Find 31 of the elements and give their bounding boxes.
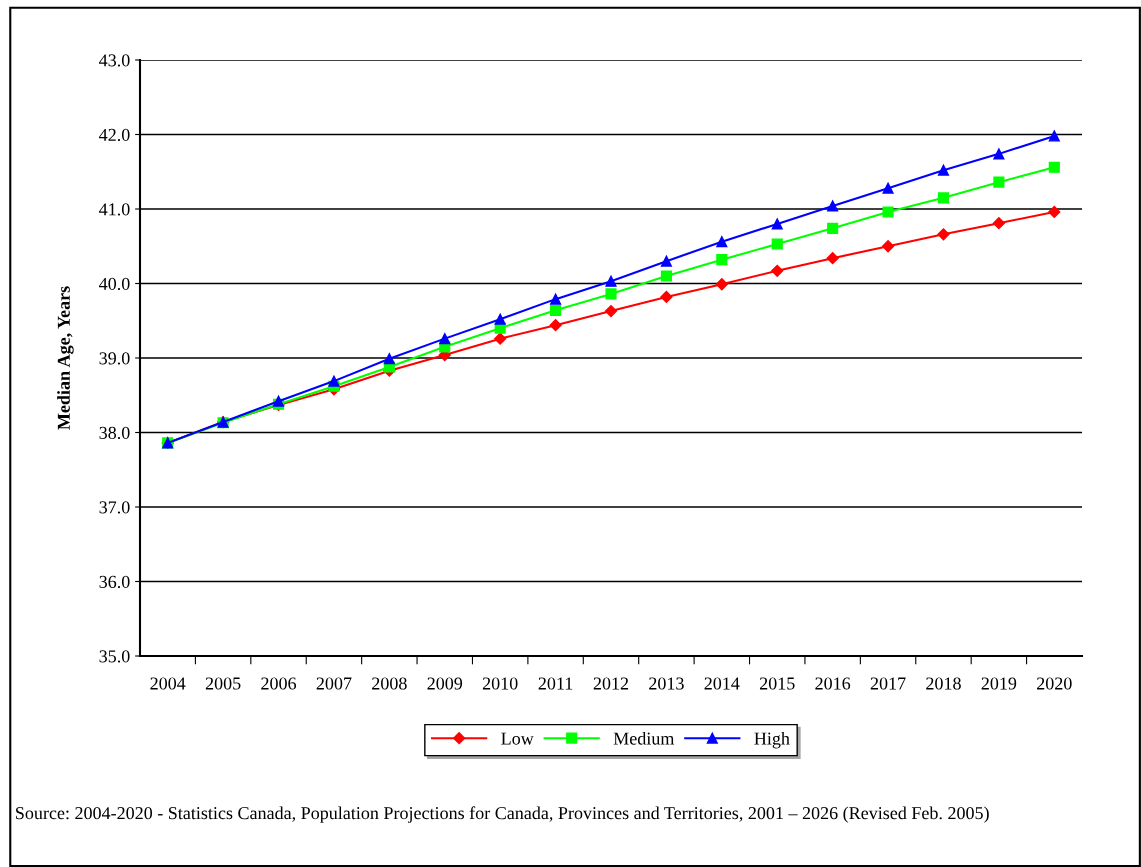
- legend-label: High: [754, 731, 790, 749]
- legend-label: Medium: [613, 731, 675, 745]
- x-tick-label: 2015: [759, 677, 795, 690]
- y-tick-label: 41.0: [99, 203, 130, 216]
- x-tick-label: 2012: [593, 677, 629, 690]
- y-tick-label: 36.0: [99, 575, 130, 589]
- y-tick-label: 38.0: [99, 426, 130, 440]
- legend-label: Low: [501, 732, 534, 745]
- x-tick-label: 2018: [926, 677, 961, 690]
- x-tick-label: 2019: [981, 677, 1017, 690]
- x-tick-label: 2013: [649, 677, 684, 690]
- y-axis-title: Median Age, Years: [57, 286, 74, 430]
- y-tick-label: 43.0: [99, 54, 130, 67]
- x-tick-label: 2009: [427, 677, 463, 690]
- x-tick-label: 2011: [538, 677, 573, 690]
- x-tick-label: 2004: [150, 677, 186, 690]
- x-tick-label: 2008: [372, 677, 407, 690]
- y-tick-label: 35.0: [99, 650, 130, 663]
- y-tick-label: 42.0: [99, 128, 130, 142]
- y-tick-label: 37.0: [99, 501, 130, 514]
- x-tick-label: 2017: [870, 677, 906, 690]
- y-tick-label: 40.0: [99, 277, 130, 291]
- x-tick-label: 2010: [482, 677, 518, 690]
- x-tick-label: 2020: [1037, 677, 1072, 690]
- y-tick-label: 39.0: [99, 352, 130, 365]
- x-tick-label: 2007: [316, 677, 352, 690]
- x-tick-label: 2014: [704, 677, 740, 690]
- source-note: Source: 2004-2020 - Statistics Canada, Population Projections for Canada, Provinces and Territories, 2001 – 2026 (Revised Feb. 2005): [16, 806, 989, 823]
- x-tick-label: 2016: [815, 677, 851, 690]
- x-tick-label: 2006: [261, 677, 297, 690]
- x-tick-label: 2005: [205, 677, 241, 690]
